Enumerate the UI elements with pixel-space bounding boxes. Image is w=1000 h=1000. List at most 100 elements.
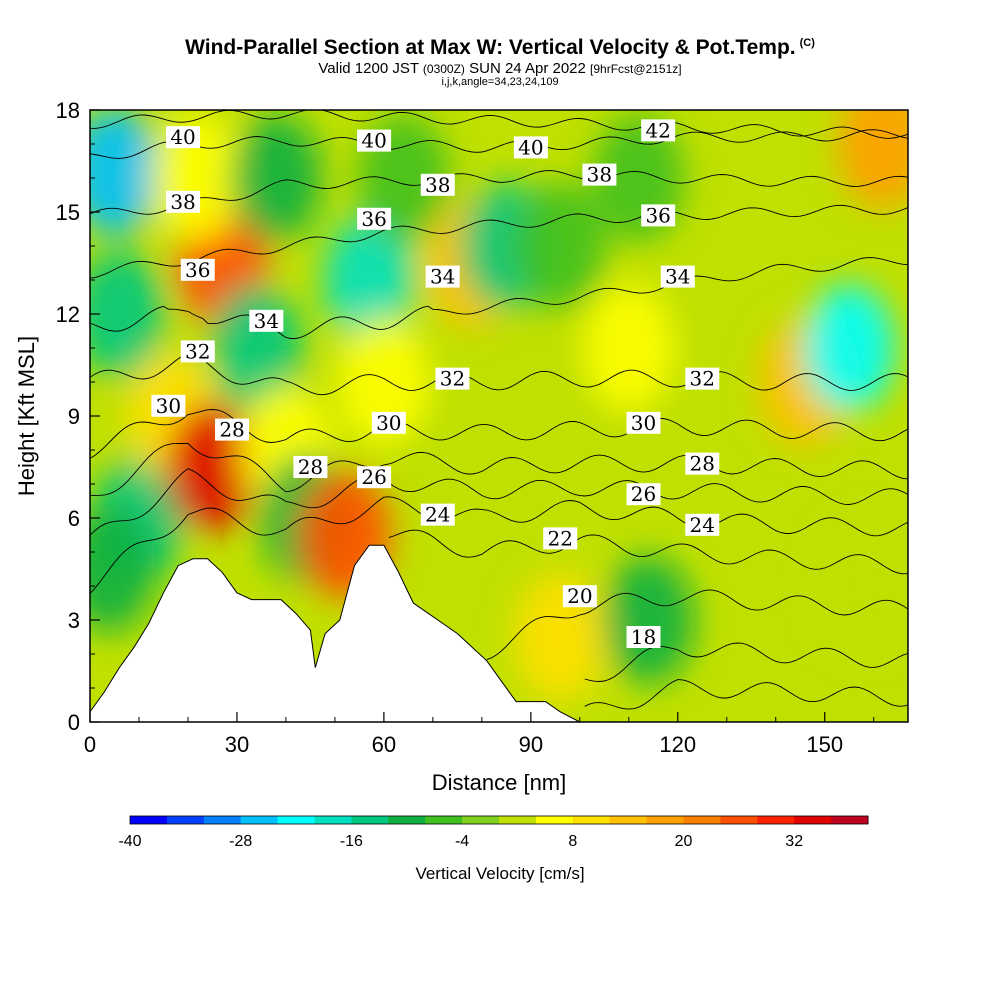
colorbar-swatch [683,816,721,824]
contour-label-28: 28 [685,452,720,476]
colorbar-tick-label: 20 [675,833,693,850]
velocity-cell-18 [514,182,607,310]
velocity-cell-26 [817,522,908,650]
isentrope-24 [90,496,908,595]
colorbar-swatch [462,816,500,824]
contour-label-32: 32 [685,367,720,391]
contour-label-32: 32 [180,339,215,363]
contour-label-text: 32 [690,367,715,391]
colorbar-swatch [757,816,795,824]
contour-label-22: 22 [543,526,578,550]
contour-label-text: 30 [376,411,401,435]
contour-label-text: 30 [631,411,656,435]
contour-label-28: 28 [293,455,328,479]
x-tick-label: 120 [659,732,696,757]
y-tick-label: 0 [68,710,80,735]
colorbar-swatch [425,816,463,824]
velocity-cell-14 [337,318,430,446]
terrain [90,544,908,722]
y-tick-label: 9 [68,404,80,429]
y-axis-label: Height [Kft MSL] [14,336,39,496]
isentrope-36 [90,204,908,279]
colorbar-title: Vertical Velocity [cm/s] [415,864,585,883]
isentrope-30 [90,409,908,459]
velocity-cell-24 [803,284,896,412]
contour-label-text: 34 [665,265,690,289]
isentrope-40 [90,129,908,159]
chart-params: i,j,k,angle=34,23,24,109 [441,76,559,88]
colorbar-tick-label: -16 [340,833,363,850]
contour-label-30: 30 [371,411,406,435]
colorbar-swatch [277,816,315,824]
contour-label-text: 38 [425,173,450,197]
colorbar-swatch [794,816,832,824]
contour-label-text: 40 [170,125,195,149]
colorbar-swatch [166,816,205,824]
colorbar-swatch [351,816,389,824]
isentrope-32 [90,352,908,396]
colorbar-swatch [388,816,426,824]
chart-title: Wind-Parallel Section at Max W: Vertical… [185,36,815,59]
contour-label-30: 30 [626,411,661,435]
contour-label-20: 20 [562,584,597,608]
contour-label-text: 28 [298,455,323,479]
x-tick-label: 90 [519,732,543,757]
y-tick-label: 12 [56,302,80,327]
colorbar: -40 -28 -16 -4 8 20 32 [118,815,869,850]
colorbar-swatch [720,816,758,824]
contour-label-text: 34 [254,309,279,333]
contour-label-text: 22 [548,526,573,550]
isentrope-28 [90,442,908,496]
chart-subtitle: Valid 1200 JST (0300Z) SUN 24 Apr 2022 [… [318,60,682,77]
contour-label-text: 28 [690,452,715,476]
contour-label-36: 36 [641,203,676,227]
contour-label-24: 24 [685,513,720,537]
isentrope-22 [388,529,908,575]
colorbar-swatch [609,816,648,824]
colorbar-swatch [831,816,869,824]
contour-label-30: 30 [151,394,186,418]
isentrope-16 [584,679,908,710]
contour-label-text: 24 [425,503,450,527]
velocity-cell-20 [582,284,675,412]
isentrope-18 [584,642,908,682]
isentrope-26 [90,468,908,536]
colorbar-swatch [535,816,574,824]
isentrope-34 [90,257,908,339]
potential-temperature-contours [90,110,908,710]
contour-label-text: 36 [185,258,210,282]
contour-label-text: 26 [361,465,386,489]
velocity-cell-13 [323,216,416,344]
contour-label-text: 42 [645,118,670,142]
contour-label-34: 34 [425,265,460,289]
contour-label-text: 36 [645,203,670,227]
x-axis-label: Distance [nm] [432,770,567,795]
contour-label-text: 34 [430,265,455,289]
contour-label-38: 38 [582,163,617,187]
contour-label-40: 40 [513,135,548,159]
colorbar-swatch [240,816,279,824]
contour-label-24: 24 [420,503,455,527]
contour-label-38: 38 [420,173,455,197]
contour-label-text: 32 [185,339,210,363]
isentrope-38 [90,170,908,215]
x-tick-label: 0 [84,732,96,757]
contour-label-40: 40 [166,125,201,149]
colorbar-swatch [646,816,684,824]
contour-label-text: 26 [631,482,656,506]
contour-label-text: 40 [518,135,543,159]
contour-label-34: 34 [249,309,284,333]
copyright-mark: (C) [799,37,815,49]
colorbar-tick-label: -40 [118,833,141,850]
colorbar-tick-label: -28 [229,833,252,850]
y-tick-label: 18 [56,98,80,123]
contour-label-32: 32 [435,367,470,391]
velocity-cell-3 [90,505,156,633]
contour-label-text: 24 [690,513,715,537]
colorbar-swatch [572,816,611,824]
contour-labels: 40 40 40 42 38 38 38 36 36 36 34 34 34 32 32 32 30 30 30 28… [151,118,720,649]
contour-label-text: 30 [156,394,181,418]
contour-label-text: 20 [567,584,592,608]
